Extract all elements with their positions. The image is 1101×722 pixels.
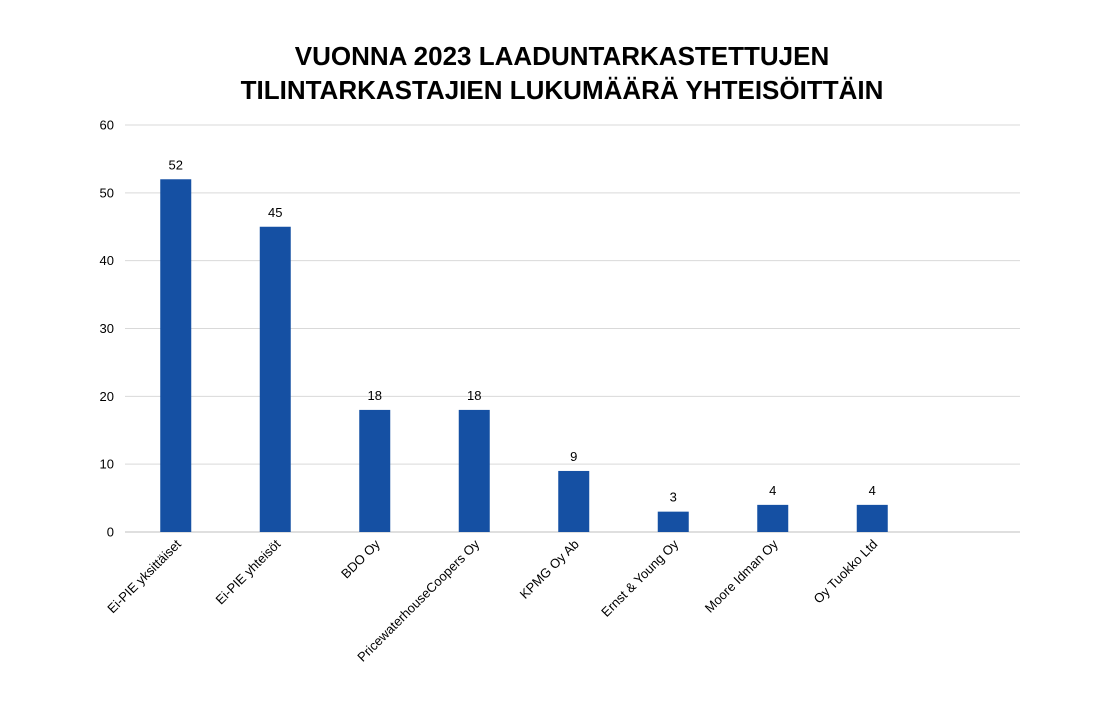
bar-value-label: 3: [670, 490, 677, 505]
chart-title-line-2: TILINTARKASTAJIEN LUKUMÄÄRÄ YHTEISÖITTÄI…: [241, 75, 884, 105]
category-label: Oy Tuokko Ltd: [810, 537, 880, 607]
y-tick-label: 40: [100, 253, 114, 268]
category-label: Moore Idman Oy: [702, 536, 781, 615]
chart-title-line-1: VUONNA 2023 LAADUNTARKASTETTUJEN: [295, 41, 830, 71]
bar-value-label: 52: [169, 157, 183, 172]
y-tick-label: 60: [100, 118, 114, 133]
y-tick-label: 50: [100, 185, 114, 200]
bar: [658, 512, 689, 532]
bar-value-label: 9: [570, 449, 577, 464]
category-label: BDO Oy: [338, 536, 383, 581]
bar: [857, 505, 888, 532]
bar: [260, 227, 291, 532]
bar: [459, 410, 490, 532]
x-axis-category-labels: Ei-PIE yksittäisetEi-PIE yhteisötBDO OyP…: [104, 536, 880, 664]
y-tick-label: 20: [100, 389, 114, 404]
y-axis-tick-labels: 0 10 20 30 40 50 60: [100, 118, 114, 540]
category-label: Ernst & Young Oy: [598, 536, 682, 620]
bar-value-label: 45: [268, 205, 282, 220]
bars: [160, 179, 888, 532]
category-label: Ei-PIE yhteisöt: [212, 536, 283, 607]
bar-value-label: 4: [869, 483, 876, 498]
bar-value-label: 18: [467, 388, 481, 403]
bar: [757, 505, 788, 532]
y-tick-label: 10: [100, 457, 114, 472]
y-tick-label: 0: [107, 525, 114, 540]
bar-value-label: 4: [769, 483, 776, 498]
bar: [359, 410, 390, 532]
bar: [160, 179, 191, 532]
category-label: Ei-PIE yksittäiset: [104, 536, 184, 616]
category-label: KPMG Oy Ab: [517, 537, 582, 602]
y-tick-label: 30: [100, 321, 114, 336]
bar-value-label: 18: [368, 388, 382, 403]
bar: [558, 471, 589, 532]
